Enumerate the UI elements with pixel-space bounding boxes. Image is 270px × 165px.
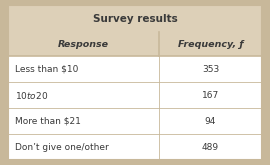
- Bar: [8, 134, 262, 160]
- Text: More than $21: More than $21: [15, 117, 81, 126]
- Text: 94: 94: [205, 117, 216, 126]
- Text: Less than $10: Less than $10: [15, 65, 78, 74]
- Bar: [8, 108, 262, 134]
- Text: 489: 489: [202, 143, 219, 152]
- Bar: [8, 82, 262, 108]
- Text: Response: Response: [58, 40, 109, 49]
- Bar: [8, 32, 262, 56]
- Text: 353: 353: [202, 65, 219, 74]
- Bar: [8, 5, 262, 32]
- Text: 167: 167: [202, 91, 219, 100]
- Bar: [8, 56, 262, 82]
- Text: Don’t give one/other: Don’t give one/other: [15, 143, 109, 152]
- Text: Frequency, ƒ: Frequency, ƒ: [178, 40, 243, 49]
- Text: $10 to $20: $10 to $20: [15, 90, 48, 101]
- Text: Survey results: Survey results: [93, 14, 177, 24]
